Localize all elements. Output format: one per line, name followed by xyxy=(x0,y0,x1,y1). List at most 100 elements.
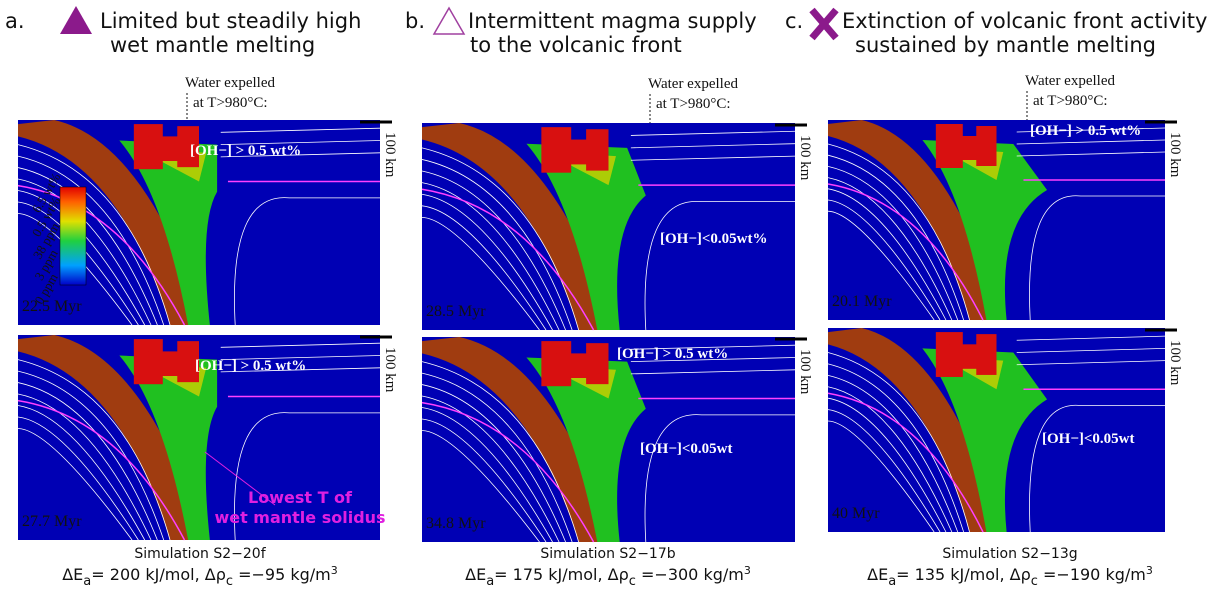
colorbar xyxy=(59,186,87,286)
time-label: 27.7 Myr xyxy=(22,513,82,530)
water-note: Water expelled xyxy=(648,76,738,92)
melt-region xyxy=(922,348,1048,532)
panel: c. Extinction of volcanic front activitys… xyxy=(785,9,1207,589)
melt-region xyxy=(119,140,218,325)
isotherm xyxy=(827,352,970,533)
time-label: 40 Myr xyxy=(832,505,880,522)
isotherm xyxy=(1029,195,1165,321)
annotation: [OH−]<0.05wt xyxy=(1042,431,1135,447)
isotherm xyxy=(421,407,553,543)
isotherm xyxy=(220,152,381,158)
time-label: 22.5 Myr xyxy=(22,298,82,315)
slab xyxy=(828,120,1004,320)
param-part: =−300 kg/m xyxy=(636,565,744,584)
isotherm xyxy=(220,127,381,133)
scale-label: 100 km xyxy=(797,135,813,181)
solidus-line xyxy=(827,179,1165,321)
annotation: [OH−]<0.05wt% xyxy=(660,231,768,247)
isotherm xyxy=(1029,404,1165,533)
high-water-zone xyxy=(148,351,192,376)
scale-label: 100 km xyxy=(1167,340,1183,386)
isotherm xyxy=(630,369,796,375)
annotation: [OH−] > 0.5 wt% xyxy=(617,346,728,362)
isotherm xyxy=(827,420,935,533)
time-label: 20.1 Myr xyxy=(832,293,892,310)
isotherm xyxy=(17,144,171,326)
high-water-zone xyxy=(148,136,192,161)
parameters: ΔEa= 175 kJ/mol, Δρc =−300 kg/m3 xyxy=(465,564,751,589)
param-part: ΔE xyxy=(867,565,888,584)
time-label: 34.8 Myr xyxy=(426,515,486,532)
slab xyxy=(828,328,1004,532)
water-note: at T>980°C: xyxy=(656,96,731,112)
param-part: ΔE xyxy=(465,565,486,584)
water-note: Water expelled xyxy=(185,75,275,91)
scale-label: 100 km xyxy=(797,349,813,395)
isotherm xyxy=(827,143,970,321)
isotherm xyxy=(17,416,139,541)
isotherm xyxy=(1016,335,1166,341)
isotherm xyxy=(827,177,953,321)
isotherm xyxy=(827,363,965,533)
param-sub: a xyxy=(83,574,91,589)
panel-title: Limited but steadily high xyxy=(100,9,361,33)
isotherm xyxy=(421,216,540,331)
melt-region xyxy=(119,355,218,540)
isotherm xyxy=(421,372,573,543)
panel-title: Extinction of volcanic front activity xyxy=(842,9,1207,33)
param-part: =−190 kg/m xyxy=(1038,565,1146,584)
isotherm xyxy=(234,197,380,326)
isotherm xyxy=(220,342,381,348)
annotation: [OH−] > 0.5 wt% xyxy=(195,358,306,374)
solidus-line xyxy=(17,395,380,541)
simulation-name: Simulation S2−20f xyxy=(134,546,266,562)
isotherm xyxy=(630,130,796,136)
isotherm xyxy=(1016,151,1166,157)
scale-label: 100 km xyxy=(382,347,398,393)
param-sup: 3 xyxy=(331,564,338,577)
param-sub: c xyxy=(226,574,233,589)
isotherm xyxy=(421,193,553,331)
isotherm xyxy=(17,393,152,541)
param-sub: c xyxy=(629,574,636,589)
water-note: Water expelled xyxy=(1025,73,1115,89)
isotherm xyxy=(17,359,171,541)
panel-label: a. xyxy=(5,9,25,33)
isotherm xyxy=(827,386,953,533)
high-water-zone xyxy=(556,353,602,378)
isotherm xyxy=(827,199,941,321)
isotherm xyxy=(17,370,165,541)
isotherm xyxy=(1016,139,1166,145)
isotherm xyxy=(220,367,381,373)
isotherm xyxy=(630,143,796,149)
parameters: ΔEa= 200 kJ/mol, Δρc =−95 kg/m3 xyxy=(62,564,338,589)
isotherm xyxy=(1016,348,1166,353)
isotherm xyxy=(421,418,547,543)
isotherm xyxy=(17,155,165,326)
isotherm xyxy=(644,414,795,543)
legend-text: wet mantle solidus xyxy=(214,508,385,527)
param-sup: 3 xyxy=(1146,564,1153,577)
isotherm xyxy=(234,412,380,541)
annotation: [OH−] > 0.5 wt% xyxy=(1030,123,1141,139)
isotherm xyxy=(827,188,947,321)
scale-label: 100 km xyxy=(382,132,398,178)
cross-icon xyxy=(809,7,839,41)
panel-title: to the volcanic front xyxy=(470,33,682,57)
legend-pointer xyxy=(204,451,276,506)
isotherm xyxy=(421,159,573,331)
annotation: [OH−] > 0.5 wt% xyxy=(190,143,301,159)
high-water-zone xyxy=(949,344,990,369)
isotherm xyxy=(1016,360,1166,366)
isotherm xyxy=(421,395,560,543)
water-note: at T>980°C: xyxy=(1033,93,1108,109)
param-part: = 175 kJ/mol, Δρ xyxy=(494,565,629,584)
isotherm xyxy=(421,205,547,331)
legend-text: Lowest T of xyxy=(248,488,353,507)
isotherm xyxy=(220,140,381,145)
filled-triangle-icon xyxy=(60,6,92,34)
solidus-line xyxy=(827,388,1165,533)
param-part: = 135 kJ/mol, Δρ xyxy=(896,565,1031,584)
scale-label: 100 km xyxy=(1167,132,1183,178)
